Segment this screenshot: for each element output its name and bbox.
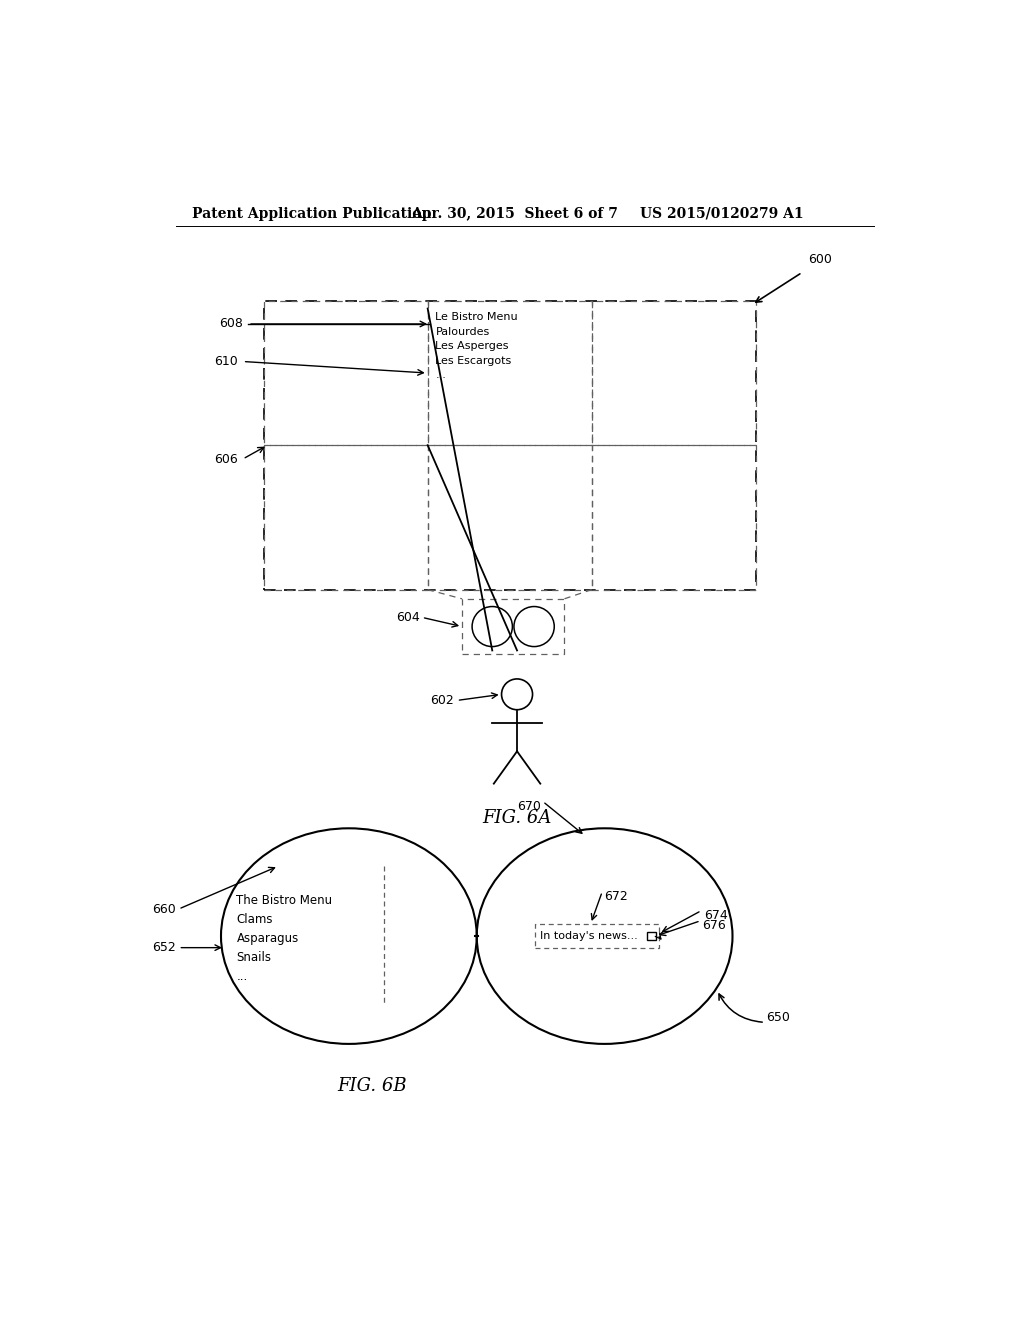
Text: 670: 670 (517, 800, 541, 813)
Text: FIG. 6A: FIG. 6A (482, 809, 552, 828)
Text: FIG. 6B: FIG. 6B (337, 1077, 407, 1096)
Text: 608: 608 (219, 317, 243, 330)
Text: In today's news...: In today's news... (540, 931, 637, 941)
Bar (592, 445, 756, 590)
Text: 610: 610 (214, 355, 238, 368)
Text: 652: 652 (153, 941, 176, 954)
Text: US 2015/0120279 A1: US 2015/0120279 A1 (640, 207, 803, 220)
Text: Le Bistro Menu
Palourdes
Les Asperges
Les Escargots
...: Le Bistro Menu Palourdes Les Asperges Le… (435, 313, 518, 380)
Bar (462, 599, 564, 655)
Text: 602: 602 (430, 694, 454, 708)
Text: Patent Application Publication: Patent Application Publication (191, 207, 431, 220)
Text: The Bistro Menu
Clams
Asparagus
Snails
...: The Bistro Menu Clams Asparagus Snails .… (237, 894, 333, 983)
Bar (263, 301, 756, 590)
Bar (592, 301, 756, 445)
Text: 672: 672 (604, 890, 628, 903)
Text: 606: 606 (214, 453, 238, 466)
Text: 676: 676 (702, 919, 726, 932)
Bar (263, 301, 428, 445)
Bar (647, 932, 655, 940)
Bar (428, 445, 592, 590)
Text: 674: 674 (703, 909, 728, 921)
Text: 600: 600 (809, 253, 833, 267)
Text: 650: 650 (767, 1011, 791, 1024)
Bar (263, 445, 428, 590)
Text: 604: 604 (395, 611, 420, 624)
Bar (428, 301, 592, 445)
Bar (535, 924, 658, 949)
Text: Apr. 30, 2015  Sheet 6 of 7: Apr. 30, 2015 Sheet 6 of 7 (411, 207, 617, 220)
Text: 660: 660 (153, 903, 176, 916)
